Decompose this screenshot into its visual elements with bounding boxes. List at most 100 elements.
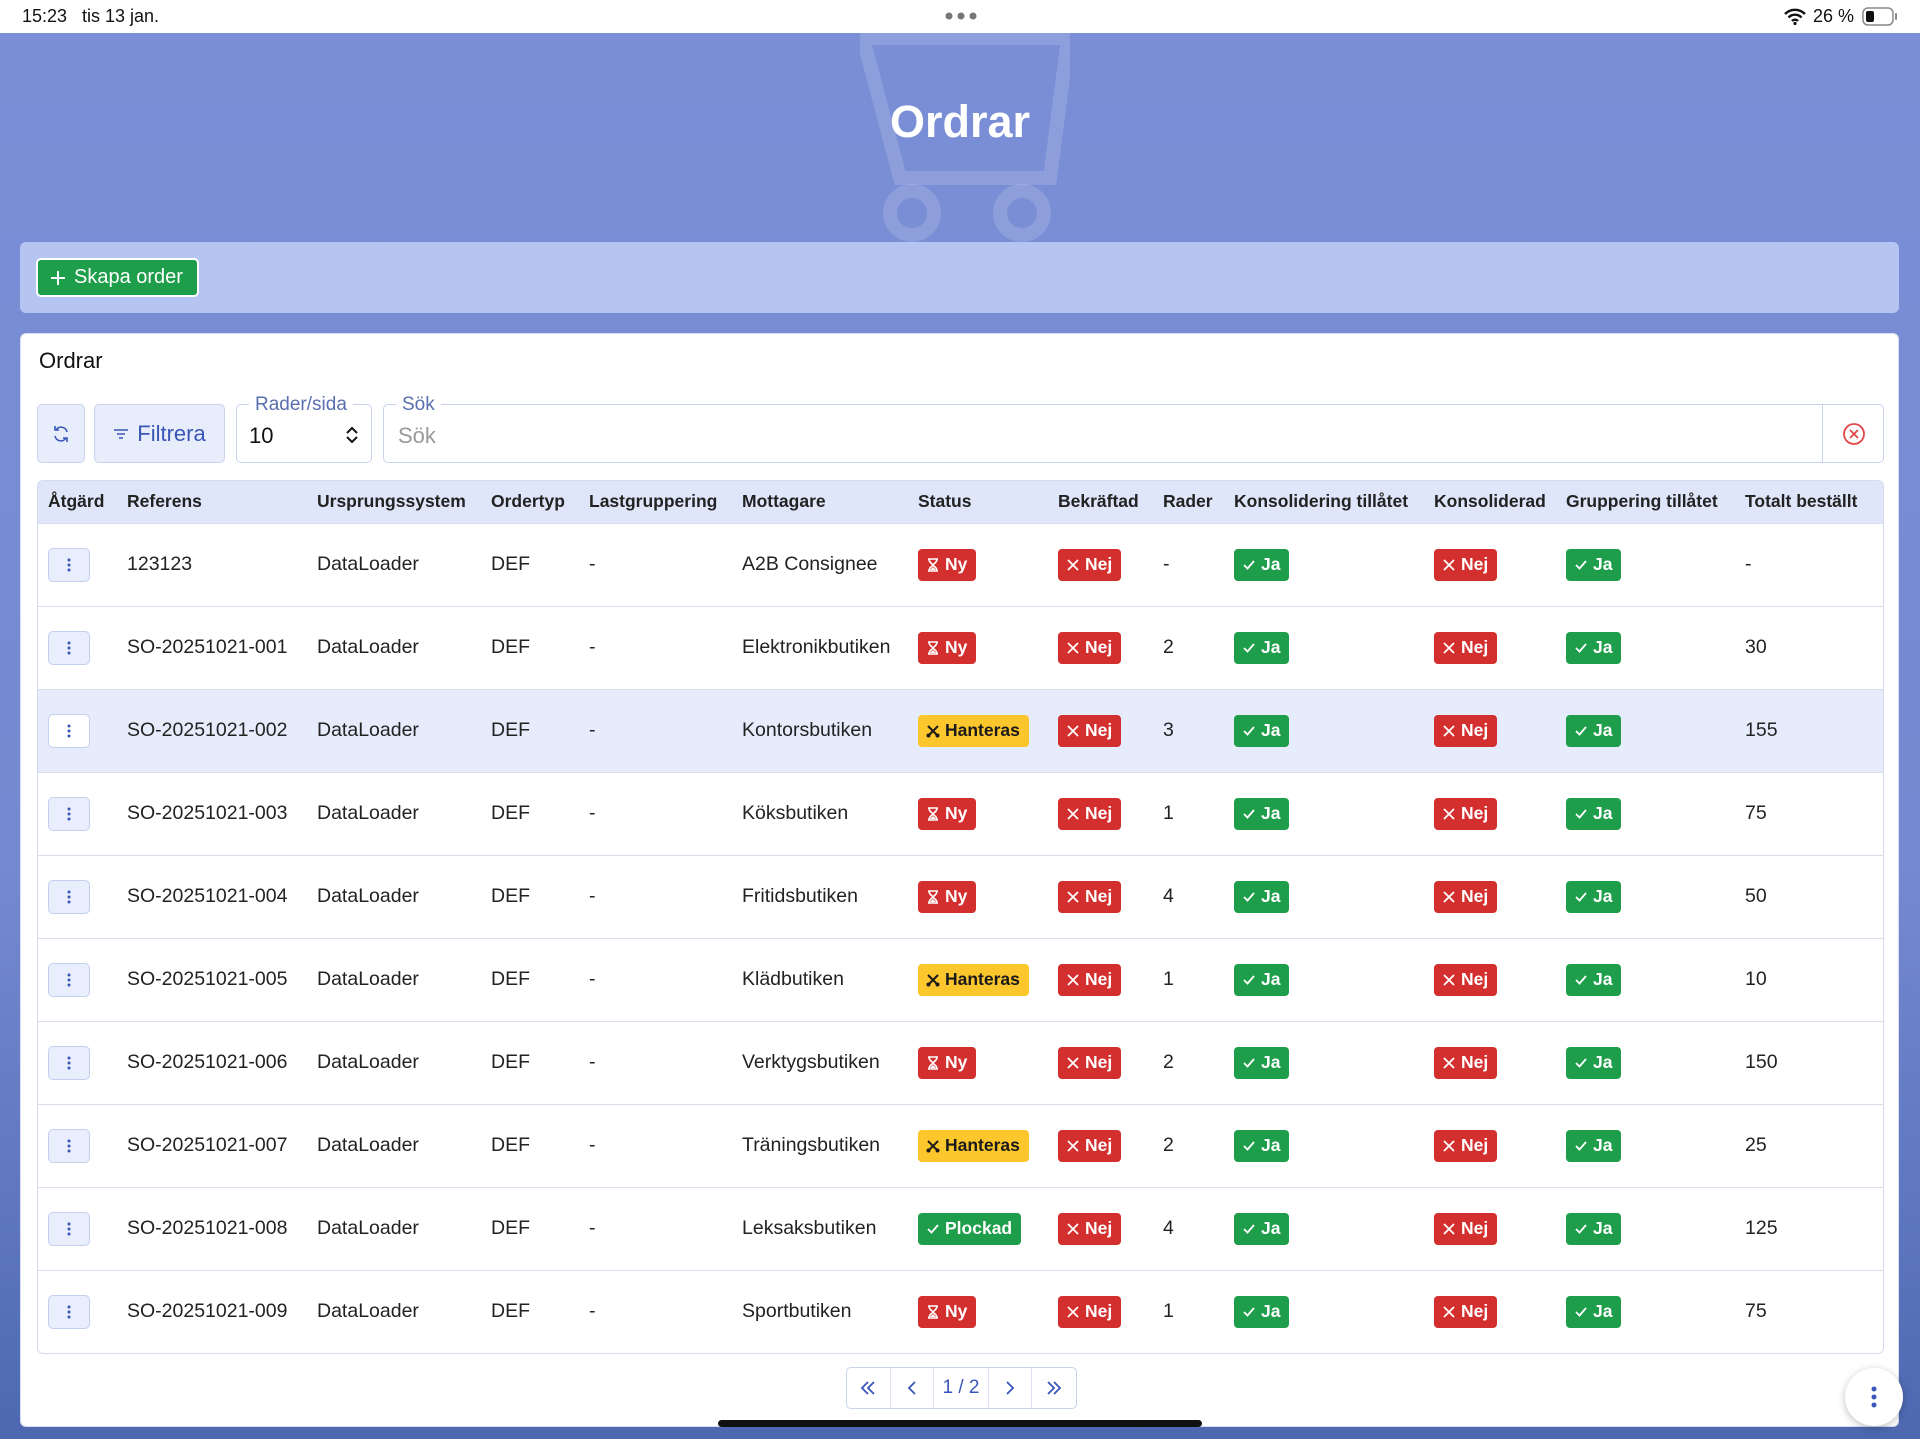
badge-cell: Nej [1424, 1103, 1556, 1187]
badge-icon [928, 806, 938, 821]
badge: Ja [1566, 797, 1622, 830]
badge: Nej [1434, 548, 1498, 581]
first-page-button[interactable] [847, 1368, 891, 1408]
table-cell: Fritidsbutiken [732, 854, 908, 938]
column-header: Totalt beställt [1735, 481, 1883, 523]
badge-cell: Ja [1556, 605, 1735, 689]
row-action-button[interactable] [48, 713, 90, 748]
kebab-icon [67, 890, 71, 903]
badge: Ja [1566, 963, 1622, 996]
refresh-icon [54, 425, 68, 442]
badge: Nej [1058, 1129, 1122, 1162]
search-placeholder: Sök [398, 423, 436, 448]
badge-text: Nej [1461, 554, 1489, 574]
more-actions-button[interactable] [1845, 1368, 1903, 1426]
table-cell: 2 [1153, 1103, 1224, 1187]
home-indicator [718, 1420, 1202, 1427]
badge-cell: Nej [1424, 522, 1556, 606]
badge-text: Nej [1461, 1218, 1489, 1238]
badge-cell: Ja [1224, 1020, 1424, 1104]
orders-panel: Ordrar Filtrera Rader/sida 10 Sök Sök Åt… [20, 333, 1903, 1427]
select-arrows [346, 426, 358, 444]
last-page-button[interactable] [1032, 1368, 1076, 1408]
table-cell: Kontorsbutiken [732, 688, 908, 772]
column-header: Gruppering tillåtet [1556, 481, 1735, 523]
badge-icon [1443, 890, 1455, 903]
table-cell: Leksaksbutiken [732, 1186, 908, 1270]
table-cell: SO-20251021-005 [117, 937, 307, 1021]
badge-icon [1575, 808, 1587, 819]
table-cell: - [579, 522, 732, 606]
badge-icon [1443, 973, 1455, 986]
badge: Ja [1234, 1295, 1290, 1328]
refresh-button[interactable] [37, 404, 85, 463]
badge-icon [1243, 1307, 1255, 1317]
row-action-button[interactable] [48, 547, 90, 582]
badge: Nej [1434, 714, 1498, 747]
badge-icon [1243, 1057, 1255, 1068]
badge-cell: Hanteras [908, 688, 1048, 772]
badge-text: Ny [945, 1052, 968, 1072]
badge-icon [1067, 1306, 1079, 1318]
badge-cell: Ny [908, 1269, 1048, 1353]
table-row: 123123 DataLoader DEF - A2B Consignee Ny Nej - J… [38, 522, 1883, 606]
badge-cell: Ny [908, 771, 1048, 855]
battery-icon [1862, 7, 1897, 26]
prev-page-button[interactable] [891, 1368, 935, 1408]
badge-icon [928, 557, 938, 572]
table-row: SO-20251021-002 DataLoader DEF - Kontorsbuti… [38, 688, 1883, 772]
table-cell: 123123 [117, 522, 307, 606]
badge: Ja [1566, 1129, 1622, 1162]
row-action-button[interactable] [48, 962, 90, 997]
badge: Ny [918, 1046, 977, 1079]
table-cell: DEF [481, 688, 579, 772]
badge-cell: Hanteras [908, 937, 1048, 1021]
table-cell: 150 [1735, 1020, 1883, 1104]
filter-button[interactable]: Filtrera [94, 404, 225, 463]
table-cell: Verktygsbutiken [732, 1020, 908, 1104]
badge-text: Ja [1261, 1135, 1281, 1155]
badge-text: Nej [1085, 803, 1113, 823]
column-header: Status [908, 481, 1048, 523]
table-cell: 30 [1735, 605, 1883, 689]
badge: Nej [1434, 1295, 1498, 1328]
next-page-button[interactable] [989, 1368, 1033, 1408]
row-action-button[interactable] [48, 1128, 90, 1163]
row-action-button[interactable] [48, 1045, 90, 1080]
badge-text: Ny [945, 637, 968, 657]
badge-text: Nej [1461, 886, 1489, 906]
search-field[interactable]: Sök Sök [383, 394, 1884, 463]
badge-text: Nej [1085, 554, 1113, 574]
table-cell: 75 [1735, 771, 1883, 855]
badge-text: Nej [1085, 720, 1113, 740]
badge-text: Nej [1085, 1135, 1113, 1155]
cart-watermark [860, 33, 1070, 242]
badge-text: Ja [1593, 803, 1613, 823]
clear-search-button[interactable] [1822, 404, 1884, 463]
create-order-button[interactable]: Skapa order [36, 258, 199, 297]
badge: Ja [1566, 548, 1622, 581]
badge-cell: Ny [908, 1020, 1048, 1104]
badge-icon [1243, 891, 1255, 902]
badge-text: Ja [1593, 1135, 1613, 1155]
badge-cell: Nej [1424, 937, 1556, 1021]
badge: Nej [1058, 714, 1122, 747]
badge-cell: Ja [1224, 688, 1424, 772]
badge-icon [928, 889, 938, 904]
badge-cell: Ja [1556, 1103, 1735, 1187]
badge-cell: Ja [1224, 605, 1424, 689]
badge: Nej [1434, 1129, 1498, 1162]
row-action-button[interactable] [48, 1294, 90, 1329]
table-cell: 1 [1153, 937, 1224, 1021]
badge-cell: Nej [1424, 605, 1556, 689]
badge-icon [1443, 641, 1455, 654]
badge-text: Ja [1593, 1218, 1613, 1238]
table-cell: - [579, 771, 732, 855]
rows-per-page-select[interactable]: Rader/sida 10 [236, 394, 372, 463]
table-cell: DataLoader [307, 1020, 481, 1104]
row-action-button[interactable] [48, 796, 90, 831]
row-action-button[interactable] [48, 630, 90, 665]
row-action-button[interactable] [48, 879, 90, 914]
row-action-button[interactable] [48, 1211, 90, 1246]
table-cell: DataLoader [307, 937, 481, 1021]
